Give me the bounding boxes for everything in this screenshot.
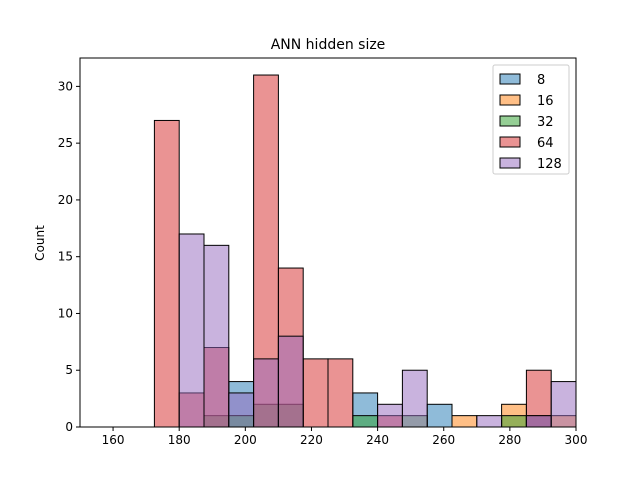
x-tick-label: 220: [300, 433, 323, 447]
bar-16-bin-15: [451, 415, 478, 428]
y-tick-label: 30: [58, 79, 73, 93]
x-tick-label: 260: [432, 433, 455, 447]
y-axis-label: Count: [33, 225, 47, 261]
legend-label-32: 32: [537, 115, 554, 130]
legend-swatch-16: [499, 94, 521, 106]
bar-128-bin-7: [253, 358, 279, 428]
legend: 8 16 32 64 128: [492, 64, 570, 175]
axes-frame: [79, 57, 577, 428]
y-tick-label: 20: [58, 193, 73, 207]
x-tick-label: 200: [234, 433, 257, 447]
legend-label-16: 16: [537, 94, 554, 109]
bar-128-bin-13: [401, 369, 428, 428]
bar-64-bin-10: [327, 358, 354, 428]
legend-label-128: 128: [537, 157, 562, 172]
legend-swatch-128: [499, 157, 521, 169]
bar-64-bin-3: [153, 119, 180, 428]
bar-32-bin-11: [352, 415, 379, 428]
bar-128-bin-5: [203, 244, 230, 428]
bar-128-bin-4: [178, 233, 205, 428]
bar-128-bin-16: [476, 415, 503, 428]
legend-label-64: 64: [537, 136, 554, 151]
y-tick-label: 5: [65, 363, 73, 377]
chart-title: ANN hidden size: [271, 37, 386, 53]
x-tick-label: 180: [168, 433, 191, 447]
bar-128-bin-18: [525, 415, 552, 428]
bar-128-bin-8: [277, 335, 304, 428]
x-tick-label: 280: [498, 433, 521, 447]
bar-64-bin-9: [302, 358, 329, 428]
x-ticks: 160 180 200 220 240 260 280 300: [102, 427, 588, 447]
bar-128-bin-19: [550, 381, 577, 428]
y-tick-label: 15: [58, 250, 73, 264]
legend-swatch-64: [499, 136, 521, 148]
bar-8-bin-14: [426, 403, 453, 428]
legend-swatch-8: [499, 73, 521, 85]
y-tick-label: 10: [58, 306, 73, 320]
bar-32-bin-17: [501, 415, 527, 428]
bar-128-bin-12: [377, 403, 403, 428]
bar-128-bin-6: [228, 392, 255, 428]
x-tick-label: 240: [366, 433, 389, 447]
y-tick-label: 25: [58, 136, 73, 150]
y-ticks: 0 5 10 15 20 25 30: [58, 79, 80, 434]
x-tick-label: 160: [102, 433, 125, 447]
legend-swatch-32: [499, 115, 521, 127]
bars-layer: [153, 74, 577, 428]
x-tick-label: 300: [565, 433, 588, 447]
y-tick-label: 0: [65, 420, 73, 434]
legend-label-8: 8: [537, 73, 545, 88]
